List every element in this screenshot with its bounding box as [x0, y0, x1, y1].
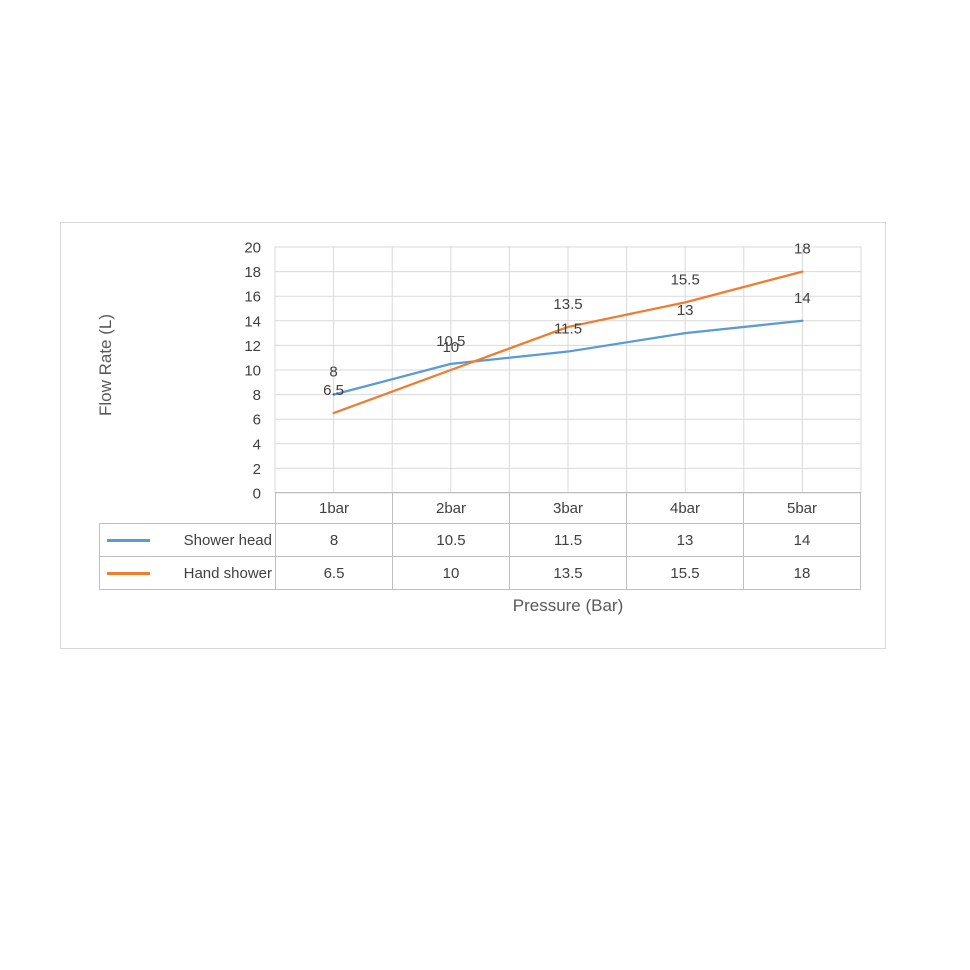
- chart-data-table: 1bar 2bar 3bar 4bar 5bar Shower head 8 1…: [99, 492, 861, 590]
- series-label: Shower head: [183, 531, 272, 549]
- shower-head-line-key-icon: [107, 538, 150, 542]
- y-tick-label: 14: [244, 313, 261, 330]
- table-value: 13: [626, 523, 744, 557]
- x-axis-title: Pressure (Bar): [512, 596, 624, 615]
- data-label: 18: [794, 241, 811, 258]
- y-axis-title: Flow Rate (L): [96, 313, 115, 417]
- data-label: 13.5: [553, 296, 582, 313]
- table-value: 14: [743, 523, 861, 557]
- table-header-row: 1bar 2bar 3bar 4bar 5bar: [100, 492, 861, 524]
- category-header: 3bar: [509, 492, 627, 524]
- y-tick-label: 4: [253, 436, 261, 453]
- data-label: 15.5: [671, 271, 700, 288]
- table-row: Shower head 8 10.5 11.5 13 14: [99, 523, 861, 557]
- table-value: 10: [392, 556, 510, 590]
- series-label: Hand shower: [183, 564, 272, 582]
- category-header: 2bar: [392, 492, 510, 524]
- y-tick-label: 6: [253, 412, 261, 429]
- table-value: 13.5: [509, 556, 627, 590]
- table-value: 6.5: [275, 556, 393, 590]
- data-label: 10: [442, 339, 459, 356]
- y-tick-label: 8: [253, 387, 261, 404]
- category-header: 4bar: [626, 492, 744, 524]
- table-value: 18: [743, 556, 861, 590]
- plot-area: 0 2 4 6 8 10 12 14 16 18 20 8 10.5 11.5 13 14 6.5 10 13.5 1…: [244, 240, 862, 503]
- series-line: [332, 319, 804, 396]
- table-value: 15.5: [626, 556, 744, 590]
- data-label: 6.5: [323, 382, 344, 399]
- table-value: 10.5: [392, 523, 510, 557]
- y-tick-label: 12: [244, 338, 261, 355]
- data-label: 10.5: [436, 333, 465, 350]
- data-label: 13: [677, 302, 694, 319]
- table-corner-cell: [100, 493, 276, 524]
- category-header: 5bar: [743, 492, 861, 524]
- y-tick-label: 18: [244, 264, 261, 281]
- y-tick-label: 2: [253, 461, 261, 478]
- category-header: 1bar: [275, 492, 393, 524]
- table-row: Hand shower 6.5 10 13.5 15.5 18: [99, 556, 861, 590]
- series-line: [332, 270, 804, 415]
- y-tick-label: 10: [244, 363, 261, 380]
- table-value: 11.5: [509, 523, 627, 557]
- y-tick-label: 0: [253, 486, 261, 503]
- data-label: 11.5: [554, 321, 582, 338]
- hand-shower-line-key-icon: [107, 571, 150, 575]
- y-tick-label: 20: [244, 240, 261, 257]
- data-label: 8: [329, 364, 337, 381]
- y-tick-label: 16: [244, 289, 261, 306]
- data-label: 14: [794, 290, 811, 307]
- chart-container: 0 2 4 6 8 10 12 14 16 18 20 8 10.5 11.5 13 14 6.5 10 13.5 1…: [60, 222, 886, 649]
- table-value: 8: [275, 523, 393, 557]
- legend-cell-hand-shower: Hand shower: [99, 556, 276, 590]
- legend-cell-shower-head: Shower head: [99, 523, 276, 557]
